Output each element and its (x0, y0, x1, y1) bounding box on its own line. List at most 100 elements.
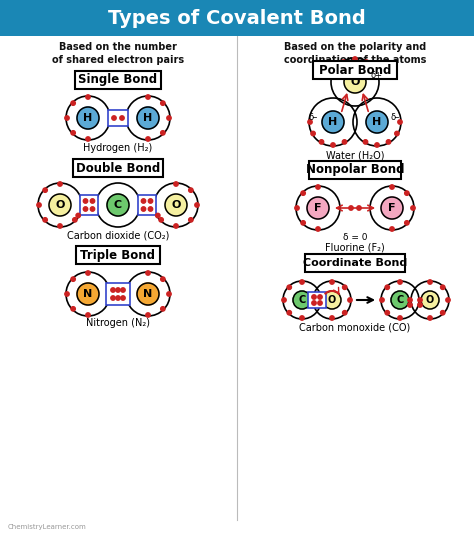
Circle shape (322, 111, 344, 133)
FancyBboxPatch shape (106, 283, 130, 305)
Text: Triple Bond: Triple Bond (81, 248, 155, 262)
Circle shape (120, 116, 124, 120)
Circle shape (366, 111, 388, 133)
Circle shape (411, 206, 415, 210)
Circle shape (398, 280, 402, 284)
Circle shape (398, 120, 402, 124)
Circle shape (37, 203, 41, 207)
Text: Fluorine (F₂): Fluorine (F₂) (325, 243, 385, 253)
Circle shape (77, 283, 99, 305)
Text: O: O (55, 200, 64, 210)
Circle shape (107, 194, 129, 216)
Circle shape (146, 271, 150, 275)
Circle shape (381, 197, 403, 219)
FancyBboxPatch shape (308, 292, 326, 308)
Circle shape (77, 107, 99, 129)
Text: Polar Bond: Polar Bond (319, 64, 391, 76)
Circle shape (76, 213, 81, 218)
Circle shape (365, 60, 369, 64)
Circle shape (71, 307, 75, 311)
Circle shape (83, 199, 88, 203)
Circle shape (121, 288, 125, 292)
Circle shape (380, 298, 384, 302)
Circle shape (116, 296, 120, 300)
Circle shape (112, 116, 116, 120)
Circle shape (357, 206, 361, 210)
Text: H: H (143, 113, 153, 123)
Circle shape (167, 292, 171, 296)
Circle shape (341, 60, 346, 64)
FancyBboxPatch shape (305, 254, 405, 272)
Circle shape (111, 296, 115, 300)
FancyBboxPatch shape (309, 161, 401, 179)
Text: N: N (143, 289, 153, 299)
Circle shape (312, 301, 316, 305)
FancyBboxPatch shape (80, 195, 98, 215)
Circle shape (375, 143, 379, 147)
Circle shape (146, 137, 150, 141)
Circle shape (86, 313, 90, 317)
Circle shape (391, 291, 409, 309)
Circle shape (418, 303, 422, 307)
Circle shape (307, 197, 329, 219)
Circle shape (146, 313, 150, 317)
Circle shape (86, 271, 90, 275)
Circle shape (121, 296, 125, 300)
Text: δ = 0: δ = 0 (343, 232, 367, 241)
Text: O: O (350, 77, 360, 87)
Circle shape (323, 291, 341, 309)
Circle shape (189, 188, 193, 192)
Circle shape (91, 199, 95, 203)
Circle shape (137, 283, 159, 305)
Circle shape (49, 194, 71, 216)
Text: Water (H₂O): Water (H₂O) (326, 150, 384, 160)
Circle shape (58, 182, 62, 186)
Text: Carbon dioxide (CO₂): Carbon dioxide (CO₂) (67, 230, 169, 240)
Circle shape (316, 227, 320, 231)
Circle shape (174, 224, 178, 228)
Circle shape (71, 131, 75, 135)
Circle shape (141, 199, 146, 203)
Circle shape (343, 285, 347, 289)
Circle shape (398, 316, 402, 320)
Circle shape (161, 277, 165, 281)
Circle shape (349, 206, 353, 210)
Circle shape (295, 206, 299, 210)
Text: O: O (426, 295, 434, 305)
Circle shape (167, 116, 171, 120)
Text: O: O (171, 200, 181, 210)
Circle shape (311, 131, 315, 136)
Circle shape (107, 194, 129, 216)
Circle shape (293, 291, 311, 309)
Circle shape (385, 285, 390, 289)
Circle shape (312, 295, 316, 299)
Circle shape (137, 107, 159, 129)
Circle shape (116, 288, 120, 292)
Circle shape (366, 111, 388, 133)
Text: N: N (83, 289, 92, 299)
Circle shape (165, 194, 187, 216)
Text: Single Bond: Single Bond (78, 74, 157, 87)
Circle shape (428, 316, 432, 320)
Circle shape (161, 101, 165, 105)
Circle shape (159, 218, 164, 222)
Circle shape (141, 207, 146, 211)
Circle shape (49, 194, 71, 216)
Text: F: F (388, 203, 396, 213)
Circle shape (331, 143, 335, 147)
Text: Based on the polarity and
coordination of the atoms: Based on the polarity and coordination o… (284, 42, 426, 65)
Circle shape (86, 137, 90, 141)
Text: H: H (328, 117, 337, 127)
Circle shape (58, 224, 62, 228)
Circle shape (83, 207, 88, 211)
Text: Types of Covalent Bond: Types of Covalent Bond (108, 9, 366, 27)
Circle shape (323, 291, 341, 309)
Circle shape (330, 280, 334, 284)
FancyBboxPatch shape (138, 195, 156, 215)
Circle shape (390, 227, 394, 231)
Circle shape (390, 185, 394, 189)
Text: δ+: δ+ (371, 71, 383, 80)
FancyBboxPatch shape (75, 71, 161, 89)
Circle shape (174, 182, 178, 186)
Circle shape (300, 280, 304, 284)
